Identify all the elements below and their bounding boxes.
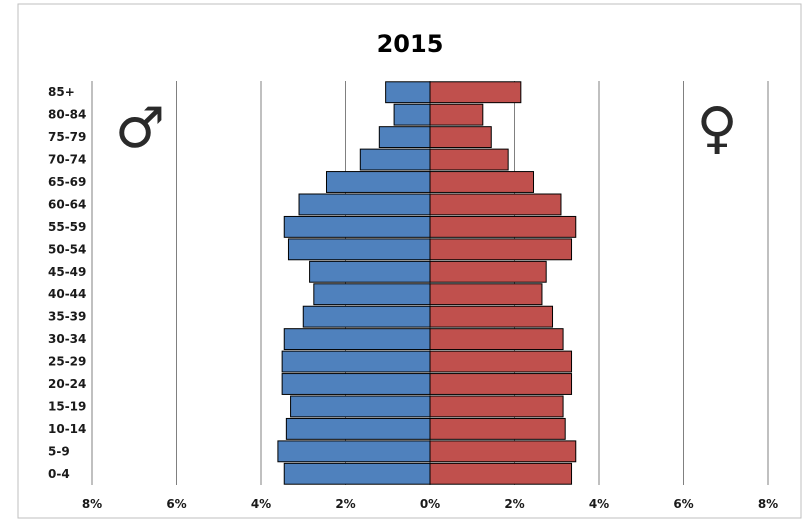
female-bar-85+ — [429, 81, 522, 104]
bars — [277, 81, 577, 485]
x-tick-label-6: 4% — [589, 497, 609, 511]
x-tick-label-0: 8% — [82, 497, 102, 511]
y-tick-label-10-14: 10-14 — [48, 422, 86, 436]
female-bar-80-84 — [429, 103, 484, 126]
male-bar-60-64 — [298, 193, 431, 216]
female-bar-45-49 — [429, 260, 547, 283]
y-tick-label-65-69: 65-69 — [48, 175, 86, 189]
y-tick-label-0-4: 0-4 — [48, 467, 70, 481]
x-tick-label-3: 2% — [335, 497, 355, 511]
female-bar-10-14 — [429, 417, 566, 440]
female-bar-15-19 — [429, 395, 564, 418]
female-bar-65-69 — [429, 171, 535, 193]
y-tick-label-20-24: 20-24 — [48, 377, 86, 391]
y-tick-label-45-49: 45-49 — [48, 265, 86, 279]
male-bar-40-44 — [313, 283, 431, 306]
gridlines — [91, 81, 769, 485]
male-bar-85+ — [385, 81, 431, 104]
male-bar-65-69 — [325, 171, 431, 193]
female-bar-30-34 — [429, 328, 564, 351]
male-bar-30-34 — [283, 328, 431, 351]
y-tick-label-85+: 85+ — [48, 85, 75, 99]
female-bar-5-9 — [429, 440, 577, 463]
male-bar-25-29 — [281, 350, 431, 373]
female-bar-70-74 — [429, 148, 509, 171]
y-tick-label-70-74: 70-74 — [48, 153, 86, 167]
chart-title: 2015 — [377, 30, 444, 58]
x-tick-label-4: 0% — [420, 497, 440, 511]
x-tick-label-8: 8% — [758, 497, 778, 511]
male-bar-80-84 — [393, 103, 431, 126]
x-tick-label-7: 6% — [673, 497, 693, 511]
female-bar-75-79 — [429, 126, 492, 149]
male-bar-55-59 — [283, 215, 431, 238]
male-bar-0-4 — [283, 462, 431, 485]
male-bar-45-49 — [309, 260, 431, 283]
female-symbol-icon: ♀ — [696, 96, 737, 161]
x-tick-label-2: 4% — [251, 497, 271, 511]
male-bar-5-9 — [277, 440, 431, 463]
x-tick-label-5: 2% — [504, 497, 524, 511]
male-bar-70-74 — [359, 148, 431, 171]
y-tick-label-55-59: 55-59 — [48, 220, 86, 234]
y-tick-label-5-9: 5-9 — [48, 444, 70, 458]
male-symbol-icon: ♂ — [115, 96, 165, 161]
male-bar-20-24 — [281, 373, 431, 395]
y-axis-tick-labels: 0-4 5-9 10-14 15-19 20-24 25-29 30-34 35-39 40-4… — [48, 85, 86, 481]
male-bar-75-79 — [378, 126, 431, 149]
y-tick-label-75-79: 75-79 — [48, 130, 86, 144]
male-bar-35-39 — [302, 305, 431, 328]
x-tick-label-1: 6% — [166, 497, 186, 511]
y-tick-label-40-44: 40-44 — [48, 287, 86, 301]
y-tick-label-50-54: 50-54 — [48, 242, 86, 256]
female-bar-40-44 — [429, 283, 543, 306]
female-bar-25-29 — [429, 350, 573, 373]
female-bar-20-24 — [429, 373, 573, 395]
female-bar-50-54 — [429, 238, 573, 261]
y-tick-label-35-39: 35-39 — [48, 310, 86, 324]
female-bar-35-39 — [429, 305, 554, 328]
male-bar-10-14 — [285, 417, 431, 440]
y-tick-label-30-34: 30-34 — [48, 332, 86, 346]
female-bar-55-59 — [429, 215, 577, 238]
x-axis-tick-labels: 8% 6% 4% 2% 0% 2% 4% 6% 8% — [82, 497, 778, 511]
female-bar-0-4 — [429, 462, 573, 485]
y-tick-label-80-84: 80-84 — [48, 108, 86, 122]
y-tick-label-60-64: 60-64 — [48, 197, 86, 211]
y-tick-label-25-29: 25-29 — [48, 355, 86, 369]
male-bar-15-19 — [290, 395, 431, 418]
male-bar-50-54 — [287, 238, 431, 261]
female-bar-60-64 — [429, 193, 562, 216]
y-tick-label-15-19: 15-19 — [48, 399, 86, 413]
